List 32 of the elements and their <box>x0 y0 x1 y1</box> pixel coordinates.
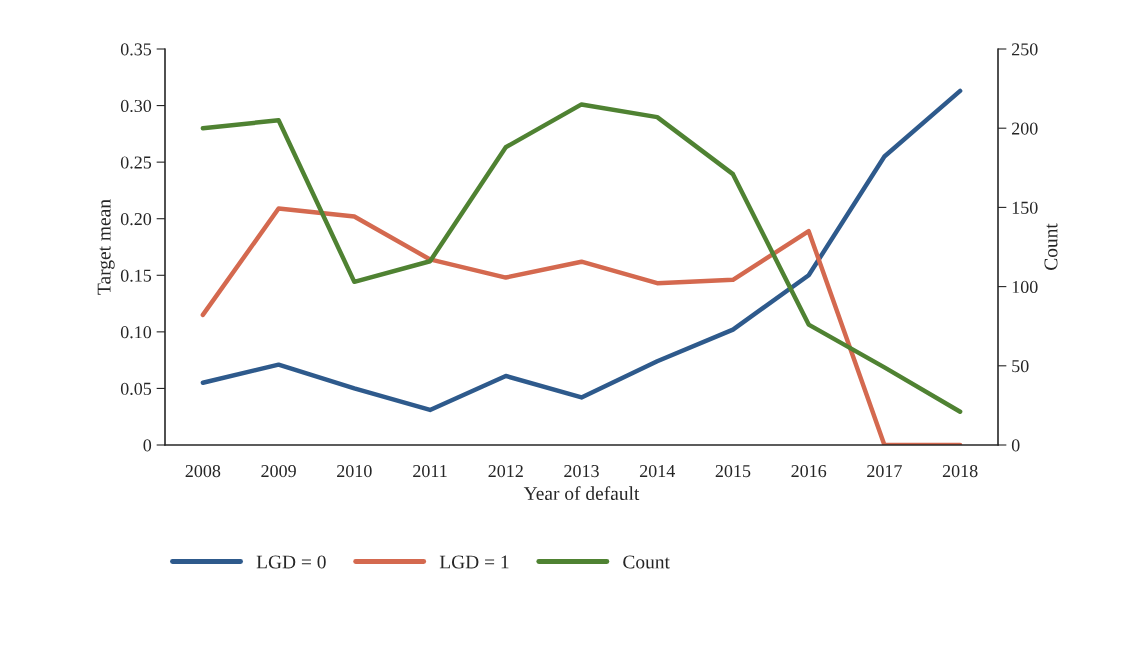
x-tick-label: 2009 <box>261 464 296 478</box>
y-tick-label: 0.05 <box>120 382 152 395</box>
x-tick-label: 2015 <box>715 464 751 478</box>
legend-label: LGD = 1 <box>439 555 509 569</box>
line-series <box>200 206 963 445</box>
y2-tick-label: 50 <box>1012 360 1029 373</box>
x-tick-label: 2012 <box>488 464 523 478</box>
y2-tick-label: 0 <box>1011 439 1020 452</box>
y-tick-label: 0 <box>143 439 152 452</box>
y-tick-label: 0.10 <box>120 326 152 339</box>
legend-label: LGD = 0 <box>256 555 326 569</box>
x-tick-label: 2010 <box>337 464 372 478</box>
x-axis-title: Year of default <box>523 486 640 501</box>
x-tick-label: 2017 <box>867 464 902 478</box>
x-tick-label: 2014 <box>639 464 675 478</box>
legend-label: Count <box>623 555 670 569</box>
y-tick-label: 0.25 <box>120 156 152 169</box>
y-tick-label: 0.35 <box>120 43 152 56</box>
y-axis-title: Target mean <box>97 199 115 295</box>
x-tick-label: 2008 <box>185 464 221 478</box>
y2-tick-label: 250 <box>1011 43 1038 56</box>
x-tick-label: 2013 <box>564 464 599 478</box>
y2-axis-title: Count <box>1044 223 1058 270</box>
x-tick-label: 2011 <box>413 464 447 478</box>
y-tick-label: 0.20 <box>120 212 152 226</box>
y-tick-label: 0.30 <box>120 99 152 113</box>
y-tick-label: 0.15 <box>120 269 152 282</box>
y2-tick-label: 200 <box>1011 122 1038 135</box>
x-tick-label: 2016 <box>791 464 827 478</box>
x-tick-label: 2018 <box>942 464 978 478</box>
y2-tick-label: 150 <box>1012 201 1038 214</box>
y2-tick-label: 100 <box>1012 280 1038 294</box>
